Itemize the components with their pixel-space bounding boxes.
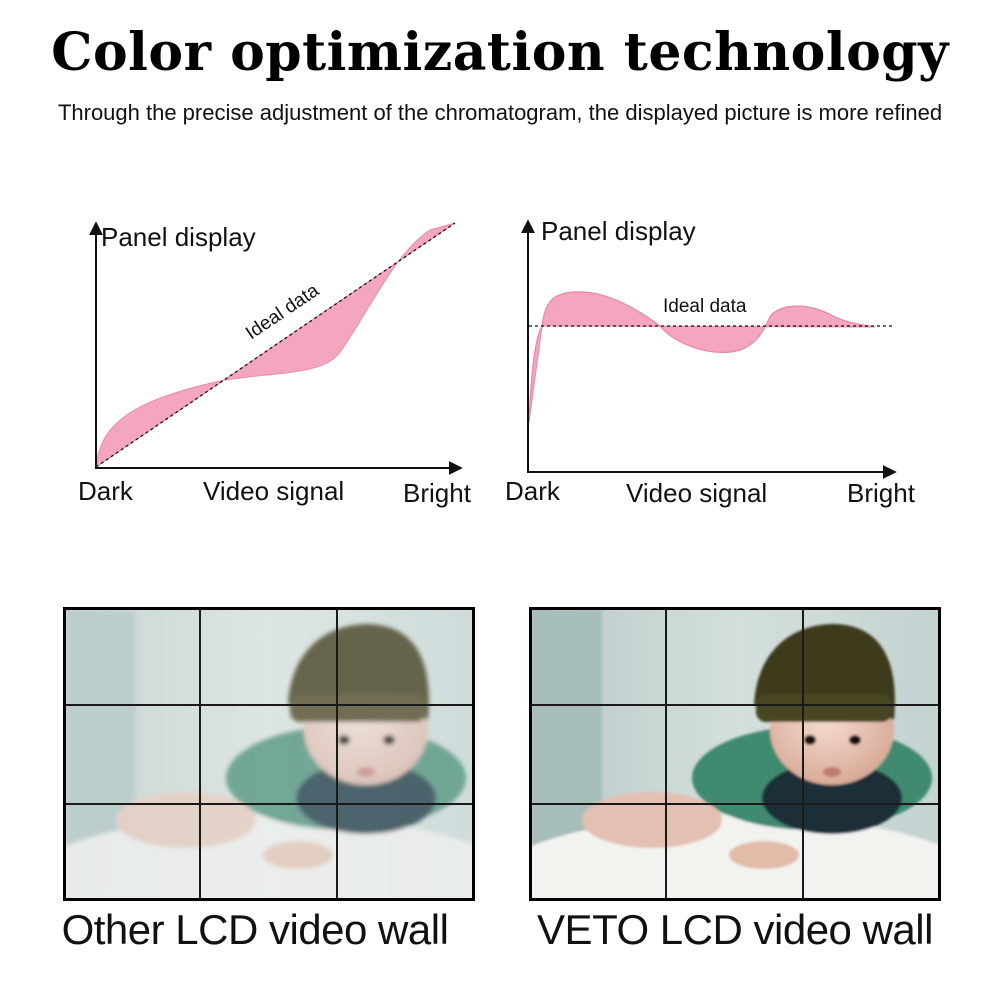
grid-line [532,704,938,706]
x-label-bright: Bright [847,478,916,508]
y-axis-label: Panel display [541,216,696,246]
y-axis-label: Panel display [101,222,256,252]
grid-line [802,610,804,898]
ideal-data-label: Ideal data [663,296,747,317]
veto-video-wall-photo [529,607,941,901]
other-video-wall-caption: Other LCD video wall [61,906,449,953]
diagram-right: Panel display Ideal data Dark Video sign… [505,216,916,508]
grid-line [336,610,338,898]
x-label-dark: Dark [78,476,134,506]
x-label-video-signal: Video signal [203,476,344,506]
ideal-data-line [95,222,456,468]
x-label-bright: Bright [403,478,472,508]
grid-line [66,704,472,706]
page-title: Color optimization technology [51,22,949,83]
other-video-wall-photo [63,607,475,901]
diagram-left: Panel display Ideal data Dark Video sign… [78,221,472,508]
grid-line [532,803,938,805]
grid-line [199,610,201,898]
page-subtitle: Through the precise adjustment of the ch… [57,100,943,125]
grid-line [665,610,667,898]
veto-video-wall-caption: VETO LCD video wall [537,906,933,953]
x-label-video-signal: Video signal [626,478,767,508]
x-label-dark: Dark [505,476,561,506]
grid-line [66,803,472,805]
